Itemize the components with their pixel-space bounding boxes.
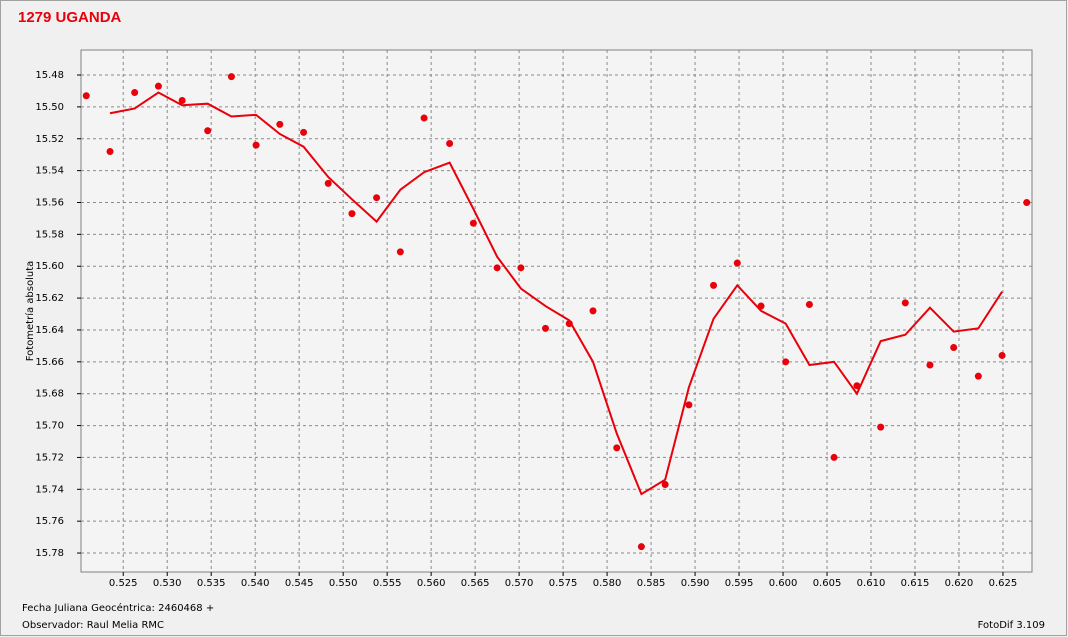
plot-area [80, 49, 1033, 573]
data-point [154, 82, 162, 90]
data-point [926, 361, 934, 369]
x-tick-label: 0.525 [109, 578, 138, 589]
x-tick-label: 0.585 [637, 578, 666, 589]
x-axis-label: Fecha Juliana Geocéntrica: 2460468 + [22, 602, 214, 614]
y-tick-label: 15.76 [35, 516, 64, 527]
observer: Observador: Raul Melia RMC [22, 620, 164, 631]
data-point [446, 140, 454, 148]
y-tick-label: 15.62 [35, 293, 64, 304]
x-tick-label: 0.560 [417, 578, 446, 589]
data-point [805, 300, 813, 308]
trend-line [109, 91, 1003, 496]
data-point [974, 372, 982, 380]
data-point [348, 210, 356, 218]
y-tick-label: 15.52 [35, 134, 64, 145]
x-tick-label: 0.550 [329, 578, 358, 589]
data-point [300, 128, 308, 136]
y-tick-label: 15.56 [35, 197, 64, 208]
software: FotoDif 3.109 [978, 620, 1045, 631]
data-point [252, 141, 260, 149]
data-point [950, 343, 958, 351]
data-point [613, 444, 621, 452]
x-tick-label: 0.555 [373, 578, 402, 589]
x-tick-label: 0.530 [153, 578, 182, 589]
y-tick-label: 15.48 [35, 70, 64, 81]
x-tick-label: 0.600 [769, 578, 798, 589]
x-tick-label: 0.580 [593, 578, 622, 589]
data-point [178, 97, 186, 105]
data-point [542, 324, 550, 332]
y-tick-label: 15.78 [35, 548, 64, 559]
x-tick-label: 0.575 [549, 578, 578, 589]
x-tick-label: 0.615 [901, 578, 930, 589]
x-tick-label: 0.590 [681, 578, 710, 589]
x-tick-label: 0.540 [241, 578, 270, 589]
y-tick-label: 15.74 [35, 484, 64, 495]
x-tick-label: 0.565 [461, 578, 490, 589]
data-point [710, 281, 718, 289]
data-point [517, 264, 525, 272]
y-tick-label: 15.72 [35, 452, 64, 463]
data-point [493, 264, 501, 272]
y-axis-label: Fotometría absoluta [24, 261, 36, 362]
chart-title: 1279 UGANDA [18, 9, 122, 26]
y-tick-label: 15.60 [35, 261, 64, 272]
y-tick-label: 15.70 [35, 421, 64, 432]
x-tick-label: 0.535 [197, 578, 226, 589]
data-point [998, 351, 1006, 359]
data-point [131, 89, 139, 97]
data-point [324, 179, 332, 187]
data-point [204, 127, 212, 135]
data-point [589, 307, 597, 315]
data-point [420, 114, 428, 122]
x-tick-label: 0.610 [857, 578, 886, 589]
data-point [901, 299, 909, 307]
data-point [733, 259, 741, 267]
data-point [469, 219, 477, 227]
data-point [106, 148, 114, 155]
data-point [396, 248, 404, 256]
data-point [661, 481, 669, 489]
y-tick-label: 15.64 [35, 325, 64, 336]
data-point [782, 358, 790, 366]
data-point [685, 401, 693, 409]
data-point [373, 194, 381, 202]
y-tick-label: 15.50 [35, 102, 64, 113]
data-point [830, 453, 838, 461]
data-point [877, 423, 885, 431]
data-point [276, 120, 284, 128]
data-point [227, 73, 235, 81]
x-tick-label: 0.570 [505, 578, 534, 589]
data-point [637, 543, 645, 551]
data-point [1023, 198, 1031, 206]
data-point [82, 92, 90, 100]
y-tick-label: 15.58 [35, 229, 64, 240]
x-tick-label: 0.595 [725, 578, 754, 589]
x-tick-label: 0.620 [945, 578, 974, 589]
x-tick-label: 0.605 [813, 578, 842, 589]
y-tick-label: 15.54 [35, 166, 64, 177]
y-tick-label: 15.68 [35, 389, 64, 400]
y-tick-label: 15.66 [35, 357, 64, 368]
x-tick-label: 0.545 [285, 578, 314, 589]
x-tick-label: 0.625 [989, 578, 1018, 589]
